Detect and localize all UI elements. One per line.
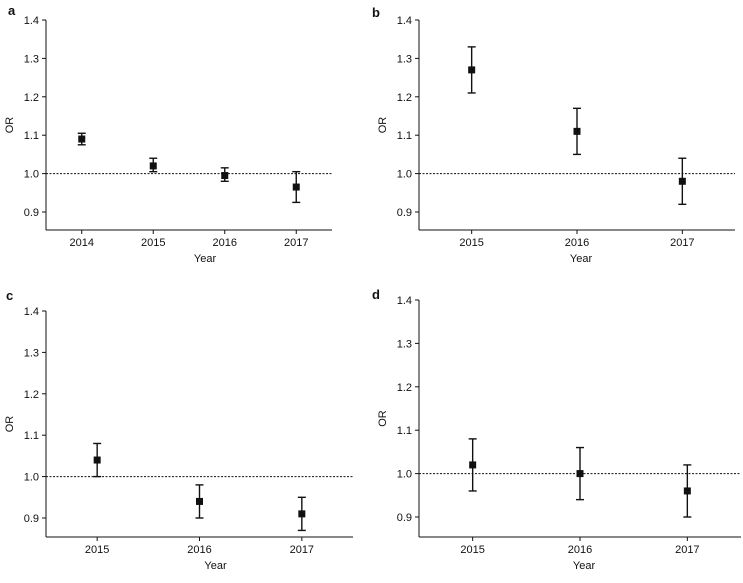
y-tick-label: 1.2 — [397, 382, 412, 394]
y-tick-label: 1.3 — [24, 347, 39, 359]
x-tick-label: 2017 — [675, 544, 699, 556]
y-tick-label: 1.4 — [397, 295, 412, 307]
y-tick-label: 1.2 — [24, 92, 39, 104]
data-point — [196, 497, 203, 505]
data-point — [93, 456, 101, 464]
y-axis-title: OR — [4, 416, 16, 433]
x-axis-title: Year — [194, 253, 217, 265]
panel-label: d — [372, 287, 380, 302]
panel-label: b — [372, 5, 380, 20]
data-point — [149, 162, 157, 170]
panel-c: c 0.9 1.0 1.1 1.2 1.3 1.4 OR 2015 2016 2017 Year — [4, 288, 353, 572]
y-tick-label: 1.3 — [24, 53, 39, 65]
x-tick-label: 2017 — [284, 237, 308, 249]
panel-d: d 0.9 1.0 1.1 1.2 1.3 1.4 OR 2015 2016 2017 Year — [372, 287, 741, 572]
data-point — [678, 177, 686, 185]
data-point — [576, 470, 584, 478]
x-tick-label: 2015 — [85, 544, 109, 556]
y-tick-label: 1.2 — [397, 92, 412, 104]
panel-label: a — [8, 3, 16, 18]
data-point — [298, 510, 306, 518]
y-tick-label: 1.1 — [24, 430, 39, 442]
y-tick-label: 0.9 — [397, 512, 412, 524]
y-tick-label: 1.4 — [24, 306, 39, 318]
y-tick-label: 1.3 — [397, 338, 412, 350]
x-tick-label: 2014 — [70, 237, 94, 249]
y-tick-label: 1.3 — [397, 53, 412, 65]
y-tick-label: 0.9 — [397, 207, 412, 219]
x-tick-label: 2016 — [568, 544, 592, 556]
data-point — [221, 172, 229, 180]
x-axis-title: Year — [204, 560, 227, 572]
x-tick-label: 2015 — [460, 544, 484, 556]
x-tick-label: 2017 — [670, 237, 694, 249]
data-point — [573, 127, 581, 135]
y-tick-label: 0.9 — [24, 207, 39, 219]
y-tick-label: 1.0 — [24, 472, 39, 484]
y-tick-label: 1.1 — [24, 130, 39, 142]
x-tick-label: 2016 — [213, 237, 237, 249]
x-tick-label: 2016 — [565, 237, 589, 249]
panel-a: a 0.9 1.0 1.1 1.2 1.3 1.4 OR 2014 2015 2016 2017 Yea… — [4, 3, 332, 265]
y-tick-label: 1.4 — [397, 15, 412, 27]
y-axis-title: OR — [377, 410, 389, 427]
data-point — [469, 461, 477, 469]
y-axis-title: OR — [377, 117, 389, 134]
y-tick-label: 0.9 — [24, 513, 39, 525]
y-tick-label: 1.1 — [397, 425, 412, 437]
panel-b: b 0.9 1.0 1.1 1.2 1.3 1.4 OR 2015 2016 2017 Year — [372, 5, 735, 265]
y-tick-label: 1.0 — [24, 169, 39, 181]
x-axis-title: Year — [573, 560, 596, 572]
x-axis-title: Year — [570, 253, 593, 265]
data-point — [292, 183, 300, 191]
y-tick-label: 1.0 — [397, 169, 412, 181]
y-tick-label: 1.4 — [24, 15, 39, 27]
data-point — [683, 487, 691, 495]
x-tick-label: 2016 — [187, 544, 211, 556]
data-point — [468, 66, 476, 74]
data-point — [78, 135, 86, 143]
y-tick-label: 1.0 — [397, 469, 412, 481]
y-tick-label: 1.1 — [397, 130, 412, 142]
y-tick-label: 1.2 — [24, 389, 39, 401]
y-axis-title: OR — [4, 117, 16, 134]
x-tick-label: 2015 — [141, 237, 165, 249]
x-tick-label: 2015 — [459, 237, 483, 249]
panel-label: c — [6, 288, 13, 303]
x-tick-label: 2017 — [290, 544, 314, 556]
